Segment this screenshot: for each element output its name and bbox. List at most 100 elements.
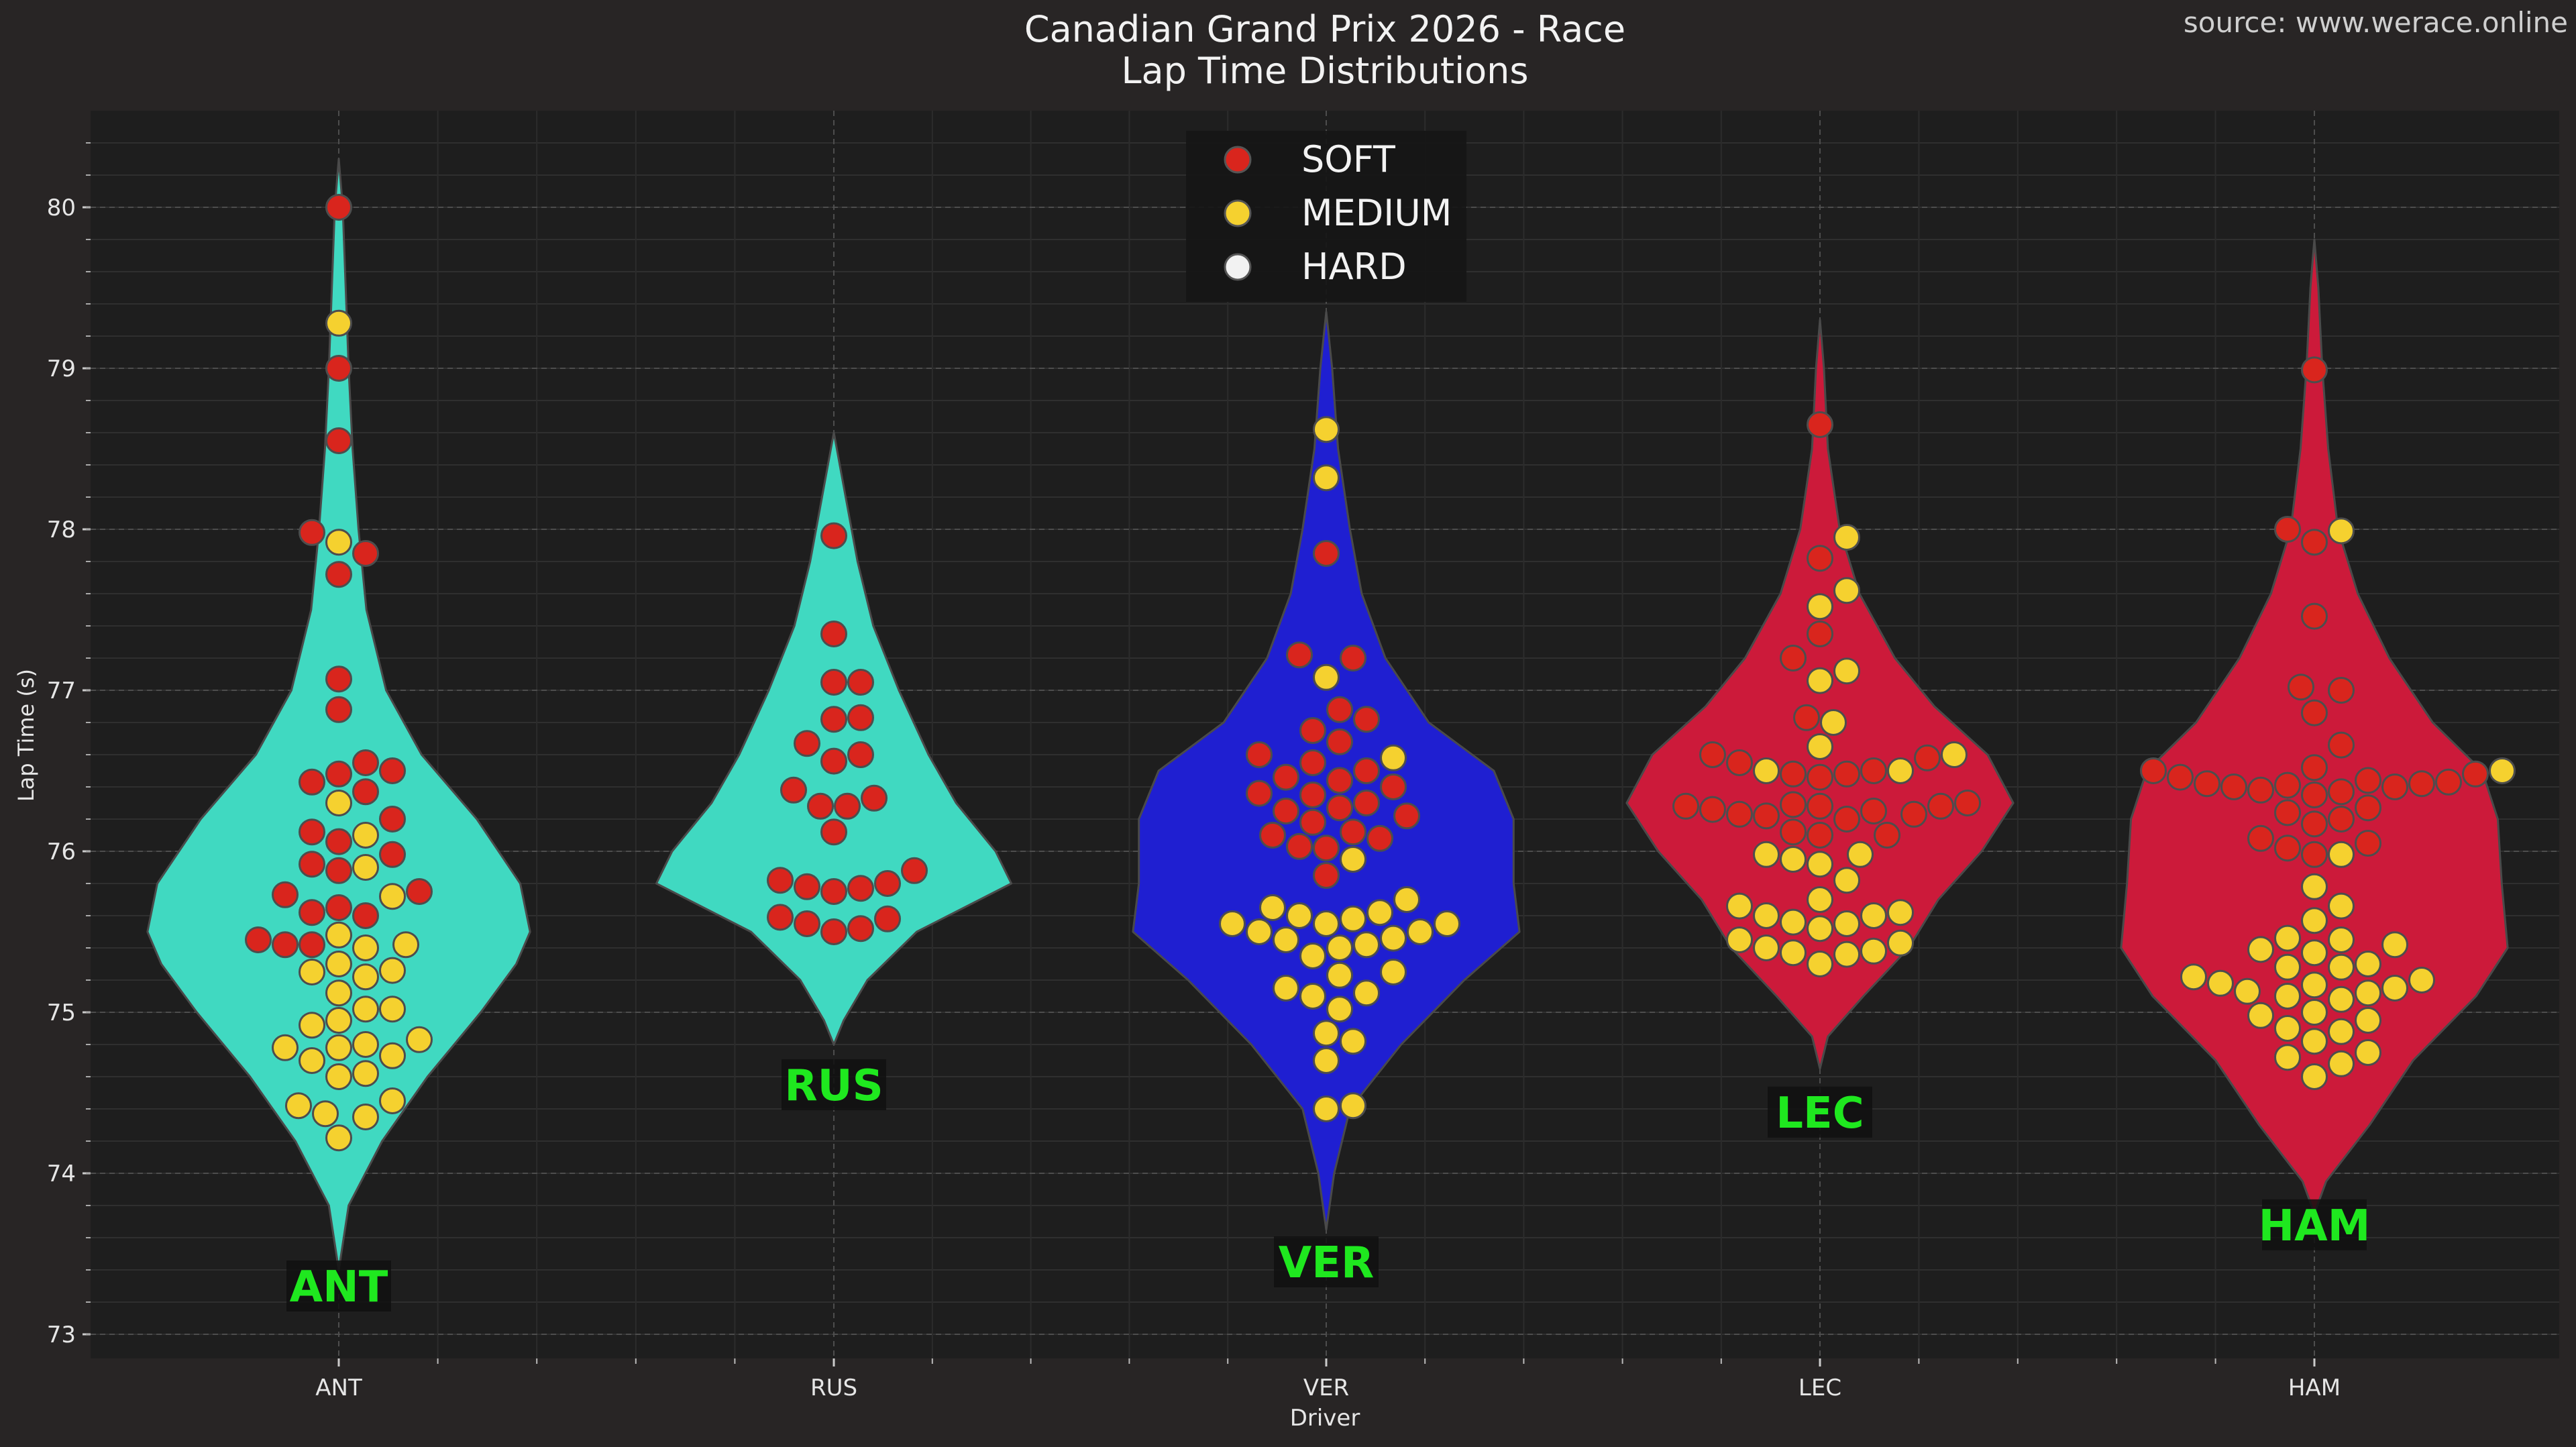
lap-point-soft (820, 706, 847, 733)
lap-point-medium (2489, 757, 2516, 784)
lap-point-medium (2355, 1039, 2381, 1066)
lap-point-medium (1807, 851, 1833, 878)
lap-point-soft (1699, 741, 1726, 768)
lap-point-soft (1273, 798, 1299, 824)
lap-point-soft (1807, 621, 1833, 647)
lap-point-medium (2328, 1050, 2355, 1077)
lap-point-medium (1807, 733, 1833, 760)
lap-point-medium (2381, 975, 2408, 1002)
lap-point-soft (379, 757, 406, 784)
lap-point-medium (1726, 926, 1753, 953)
chart-title: Canadian Grand Prix 2026 - Race (1024, 8, 1625, 50)
lap-point-medium (1313, 1047, 1340, 1074)
lap-point-soft (2247, 824, 2274, 852)
lap-point-medium (272, 1034, 299, 1061)
lap-point-soft (1273, 763, 1299, 791)
lap-point-medium (1299, 983, 1326, 1010)
lap-point-medium (1313, 464, 1340, 492)
lap-point-medium (1434, 910, 1460, 937)
lap-point-soft (2408, 770, 2435, 798)
lap-point-soft (1807, 411, 1833, 438)
lap-point-soft (2167, 763, 2194, 791)
violin-ham (2120, 238, 2509, 1215)
lap-point-medium (325, 1007, 352, 1034)
lap-point-medium (379, 1087, 406, 1114)
lap-point-medium (1353, 931, 1380, 959)
lap-point-soft (2140, 757, 2167, 784)
lap-point-medium (2355, 1007, 2381, 1034)
lap-point-soft (1286, 833, 1313, 860)
lap-point-medium (1833, 910, 1860, 937)
lap-point-medium (1753, 757, 1780, 784)
lap-point-medium (2328, 517, 2355, 545)
lap-point-medium (299, 1047, 325, 1074)
lap-point-medium (2355, 951, 2381, 977)
lap-point-medium (2301, 1028, 2328, 1055)
lap-point-medium (325, 1063, 352, 1090)
lap-point-soft (299, 899, 325, 926)
lap-point-medium (1887, 757, 1914, 784)
lap-point-medium (352, 934, 379, 961)
lap-point-soft (325, 665, 352, 693)
lap-point-medium (1366, 899, 1393, 926)
lap-point-medium (325, 921, 352, 949)
lap-point-medium (2274, 983, 2301, 1010)
lap-point-medium (1353, 979, 1380, 1007)
lap-point-soft (1726, 800, 1753, 828)
lap-point-soft (847, 875, 874, 902)
lap-point-soft (1780, 645, 1807, 672)
lap-point-medium (2301, 907, 2328, 934)
lap-point-soft (2355, 767, 2381, 794)
lap-point-medium (1259, 894, 1286, 921)
lap-point-medium (1313, 1020, 1340, 1047)
lap-point-soft (379, 841, 406, 868)
lap-point-medium (1833, 577, 1860, 604)
lap-point-medium (1726, 892, 1753, 920)
lap-point-medium (1313, 663, 1340, 691)
lap-point-soft (1299, 782, 1326, 808)
lap-point-soft (820, 747, 847, 775)
driver-label-rus: RUS (784, 1061, 883, 1111)
lap-point-soft (2435, 768, 2462, 796)
lap-point-soft (1807, 763, 1833, 791)
driver-label-box (2262, 1199, 2367, 1250)
y-tick-label: 76 (47, 839, 76, 865)
lap-point-medium (392, 931, 419, 959)
lap-point-medium (1807, 593, 1833, 621)
lap-point-medium (2328, 953, 2355, 981)
lap-point-soft (1326, 728, 1353, 755)
legend-medium-marker (1224, 199, 1252, 227)
lap-point-soft (325, 427, 352, 454)
x-tick-label: HAM (2288, 1375, 2341, 1401)
lap-point-soft (1326, 696, 1353, 723)
lap-point-soft (874, 870, 901, 897)
lap-point-medium (2328, 926, 2355, 953)
lap-point-soft (820, 818, 847, 846)
lap-point-soft (847, 915, 874, 943)
lap-point-medium (352, 1104, 379, 1130)
lap-point-soft (861, 784, 888, 812)
lap-point-soft (2355, 830, 2381, 857)
lap-point-medium (352, 963, 379, 991)
lap-point-medium (1286, 902, 1313, 929)
lap-point-soft (2288, 674, 2314, 701)
lap-point-soft (1313, 540, 1340, 567)
lap-point-soft (272, 881, 299, 908)
lap-point-medium (2301, 971, 2328, 999)
lap-point-soft (1807, 792, 1833, 820)
lap-point-medium (2408, 967, 2435, 994)
lap-point-soft (794, 730, 820, 757)
lap-point-soft (1353, 790, 1380, 816)
lap-point-soft (352, 749, 379, 776)
lap-point-medium (1380, 744, 1407, 771)
lap-point-soft (1340, 818, 1366, 846)
lap-point-soft (767, 867, 794, 894)
lap-point-soft (820, 621, 847, 647)
lap-point-soft (1833, 760, 1860, 788)
lap-point-soft (325, 828, 352, 855)
legend-hard-label: HARD (1301, 246, 1407, 288)
lap-point-medium (1340, 846, 1366, 873)
lap-point-soft (1353, 706, 1380, 733)
lap-point-soft (2462, 760, 2489, 788)
violin-rus (655, 431, 1013, 1046)
